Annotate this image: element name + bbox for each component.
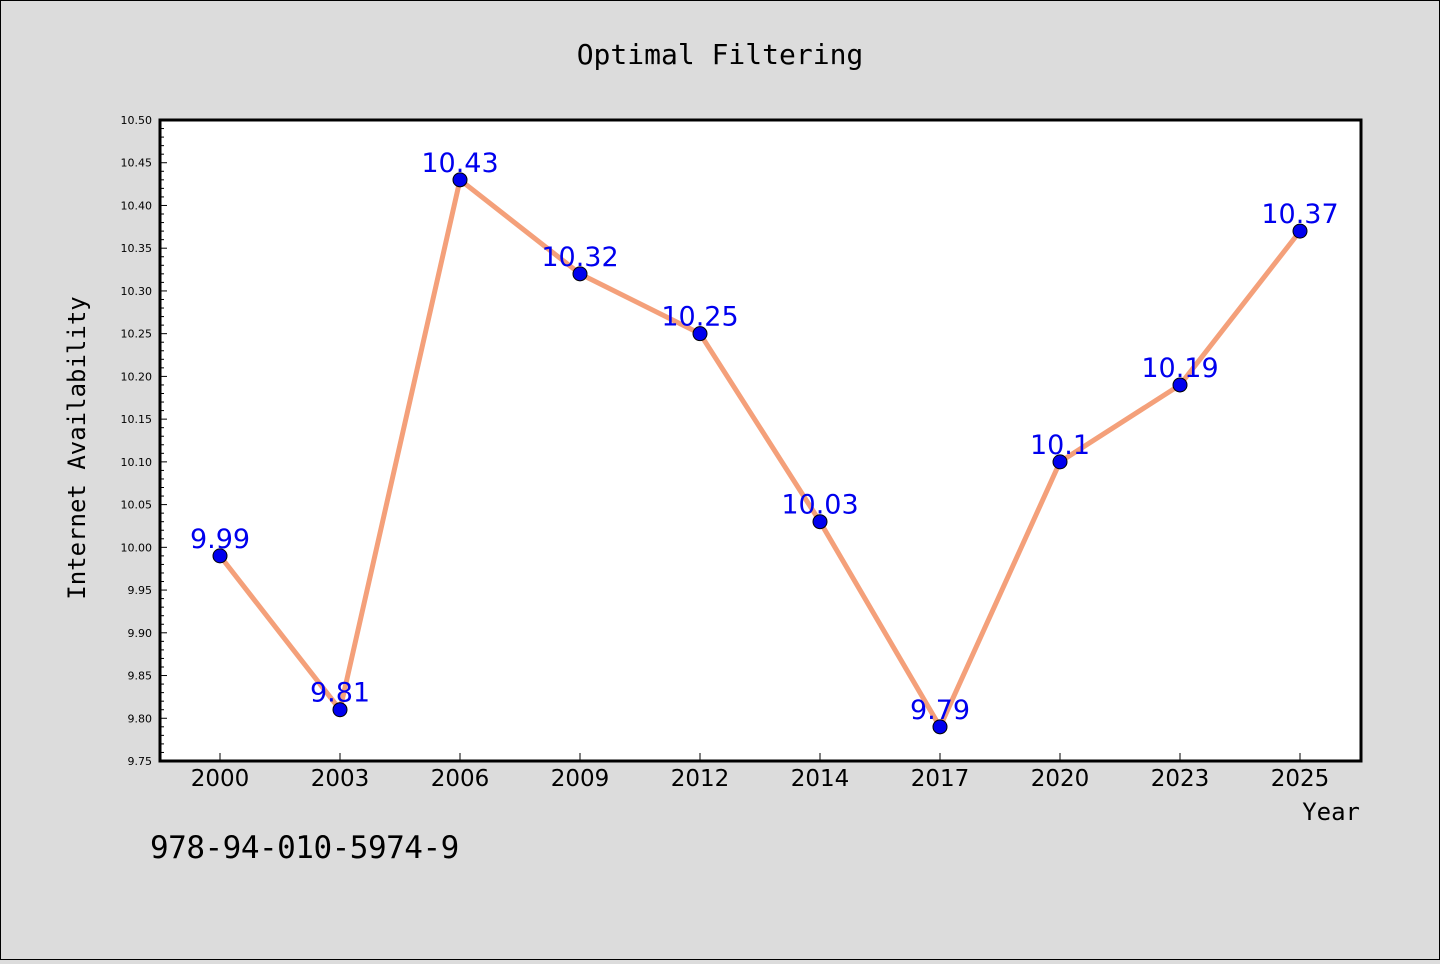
data-point (452, 172, 468, 188)
data-label: 10.1 (1030, 430, 1090, 461)
series-layer: 9.99 9.81 10.43 10.32 10.25 10.03 9.79 10.1 10.1… (190, 148, 1339, 735)
data-point (572, 266, 588, 282)
x-tick-label: 2000 (191, 766, 250, 792)
data-label: 9.79 (910, 695, 970, 726)
y-tick-label: 9.95 (128, 584, 153, 597)
data-label: 10.25 (661, 302, 738, 333)
x-tick-label: 2017 (911, 766, 970, 792)
data-label: 10.03 (781, 490, 858, 521)
x-tick-label: 2023 (1151, 766, 1210, 792)
data-point (932, 719, 948, 735)
data-label: 10.19 (1141, 353, 1218, 384)
y-tick-label: 10.05 (121, 499, 153, 512)
y-tick-label: 10.50 (121, 114, 153, 127)
y-axis: 9.75 9.80 9.85 9.90 9.95 10.00 10.05 10.10 10.15… (121, 114, 167, 768)
isbn-code: 978-94-010-5974-9 (150, 830, 459, 866)
data-point (1172, 377, 1188, 393)
data-label: 9.81 (310, 678, 370, 709)
x-tick-label: 2020 (1031, 766, 1090, 792)
data-point (332, 702, 348, 718)
x-axis-label: Year (1302, 798, 1360, 826)
x-tick-label: 2009 (551, 766, 610, 792)
y-axis-label: Internet Availability (63, 296, 91, 599)
series-line (217, 177, 1303, 730)
data-point (812, 514, 828, 530)
chart-title: Optimal Filtering (577, 38, 864, 71)
y-tick-label: 10.15 (121, 413, 153, 426)
data-point (212, 548, 228, 564)
data-label: 9.99 (190, 524, 250, 555)
x-axis: 2000 2003 2006 2009 2012 2014 2017 2020 2023 2025 (191, 753, 1330, 792)
data-label: 10.43 (421, 148, 498, 179)
data-point (1292, 223, 1308, 239)
y-tick-label: 9.90 (128, 627, 153, 640)
x-tick-label: 2012 (671, 766, 730, 792)
y-tick-label: 10.10 (121, 456, 153, 469)
x-tick-label: 2014 (791, 766, 850, 792)
y-tick-label: 10.20 (121, 370, 153, 383)
data-label: 10.32 (541, 242, 618, 273)
data-point (692, 326, 708, 342)
data-point (1052, 454, 1068, 470)
y-tick-label: 10.45 (121, 157, 153, 170)
y-tick-label: 10.40 (121, 199, 153, 212)
plot-area (158, 118, 1363, 763)
y-tick-label: 10.25 (121, 328, 153, 341)
y-tick-label: 10.35 (121, 242, 153, 255)
x-tick-label: 2003 (311, 766, 370, 792)
data-label: 10.37 (1261, 199, 1338, 230)
y-tick-label: 9.80 (128, 712, 153, 725)
y-tick-label: 10.30 (121, 285, 153, 298)
x-tick-label: 2006 (431, 766, 490, 792)
y-tick-label: 9.75 (128, 755, 153, 768)
x-tick-label: 2025 (1271, 766, 1330, 792)
y-tick-label: 9.85 (128, 670, 153, 683)
y-tick-label: 10.00 (121, 541, 153, 554)
